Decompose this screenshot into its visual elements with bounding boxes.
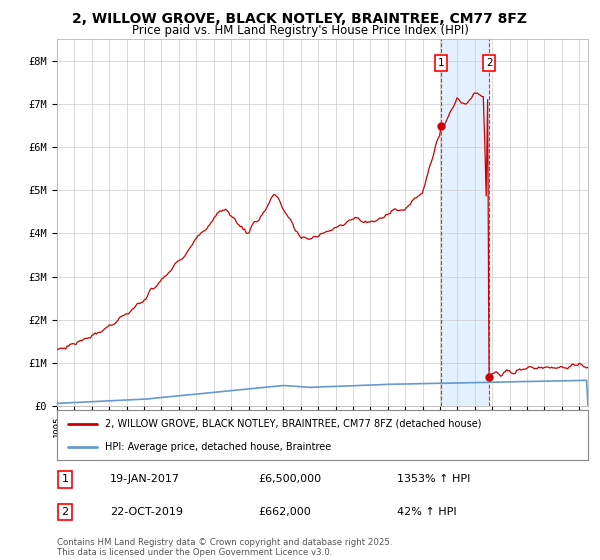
- Text: 2, WILLOW GROVE, BLACK NOTLEY, BRAINTREE, CM77 8FZ (detached house): 2, WILLOW GROVE, BLACK NOTLEY, BRAINTREE…: [105, 418, 481, 428]
- Text: £6,500,000: £6,500,000: [259, 474, 322, 484]
- Bar: [441, 39, 489, 406]
- Text: 2: 2: [486, 58, 493, 68]
- Text: 42% ↑ HPI: 42% ↑ HPI: [397, 507, 457, 517]
- Text: HPI: Average price, detached house, Braintree: HPI: Average price, detached house, Brai…: [105, 442, 331, 452]
- Text: 2, WILLOW GROVE, BLACK NOTLEY, BRAINTREE, CM77 8FZ: 2, WILLOW GROVE, BLACK NOTLEY, BRAINTREE…: [73, 12, 527, 26]
- Text: Contains HM Land Registry data © Crown copyright and database right 2025.
This d: Contains HM Land Registry data © Crown c…: [57, 538, 392, 557]
- Text: 22-OCT-2019: 22-OCT-2019: [110, 507, 183, 517]
- Text: £662,000: £662,000: [259, 507, 311, 517]
- Text: 2: 2: [61, 507, 68, 517]
- Text: 1: 1: [61, 474, 68, 484]
- Text: 1353% ↑ HPI: 1353% ↑ HPI: [397, 474, 470, 484]
- Text: 1: 1: [437, 58, 444, 68]
- Text: 19-JAN-2017: 19-JAN-2017: [110, 474, 180, 484]
- Text: Price paid vs. HM Land Registry's House Price Index (HPI): Price paid vs. HM Land Registry's House …: [131, 24, 469, 37]
